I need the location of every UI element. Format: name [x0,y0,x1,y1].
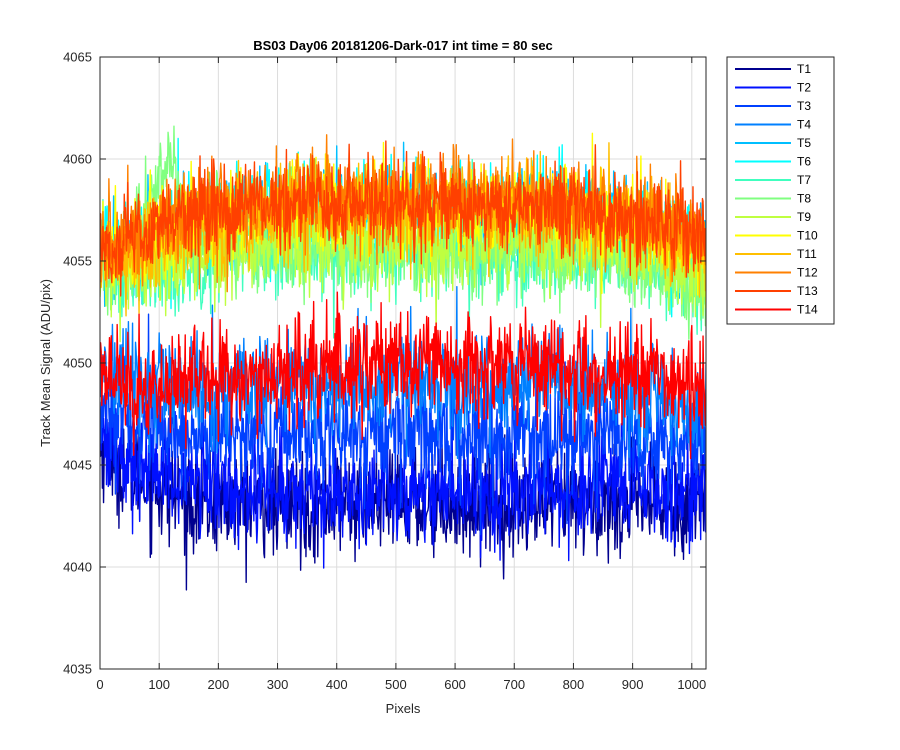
x-tick-label: 100 [148,677,170,692]
legend-label: T5 [797,136,811,150]
y-tick-label: 4065 [63,50,92,65]
legend: T1 T2 T3 T4 T5 T6 T7 T8 T9 T10 T11 T12 T13 T14 [726,56,835,325]
x-tick-label: 500 [385,677,407,692]
legend-label: T12 [797,266,818,280]
y-axis-label: Track Mean Signal (ADU/pix) [38,279,53,447]
y-tick-label: 4035 [63,662,92,677]
x-tick-label: 1000 [677,677,706,692]
legend-label: T2 [797,81,811,95]
y-tick-label: 4050 [63,356,92,371]
y-tick-label: 4060 [63,152,92,167]
x-tick-label: 200 [208,677,230,692]
chart-title: BS03 Day06 20181206-Dark-017 int time = … [253,38,553,53]
legend-label: T13 [797,284,818,298]
legend-label: T4 [797,118,811,132]
x-tick-label: 700 [503,677,525,692]
x-tick-label: 400 [326,677,348,692]
legend-label: T7 [797,173,811,187]
x-tick-label: 0 [96,677,103,692]
axes: 0 100 200 300 400 500 600 700 800 900 1000 4035 4040… [63,50,706,693]
legend-label: T3 [797,99,811,113]
x-tick-label: 600 [444,677,466,692]
y-tick-label: 4055 [63,254,92,269]
legend-label: T9 [797,210,811,224]
y-tick-label: 4040 [63,560,92,575]
legend-label: T14 [797,303,818,317]
x-tick-label: 900 [622,677,644,692]
legend-label: T10 [797,229,818,243]
x-tick-label: 800 [563,677,585,692]
x-axis-label: Pixels [386,701,421,716]
legend-label: T6 [797,155,811,169]
legend-label: T8 [797,192,811,206]
y-tick-label: 4045 [63,458,92,473]
legend-box [726,56,835,325]
legend-label: T11 [797,247,817,261]
series-layer [100,125,706,591]
series-line-t13 [100,140,706,297]
legend-label: T1 [797,62,811,76]
x-tick-label: 300 [267,677,289,692]
series-line-t14 [100,291,706,460]
